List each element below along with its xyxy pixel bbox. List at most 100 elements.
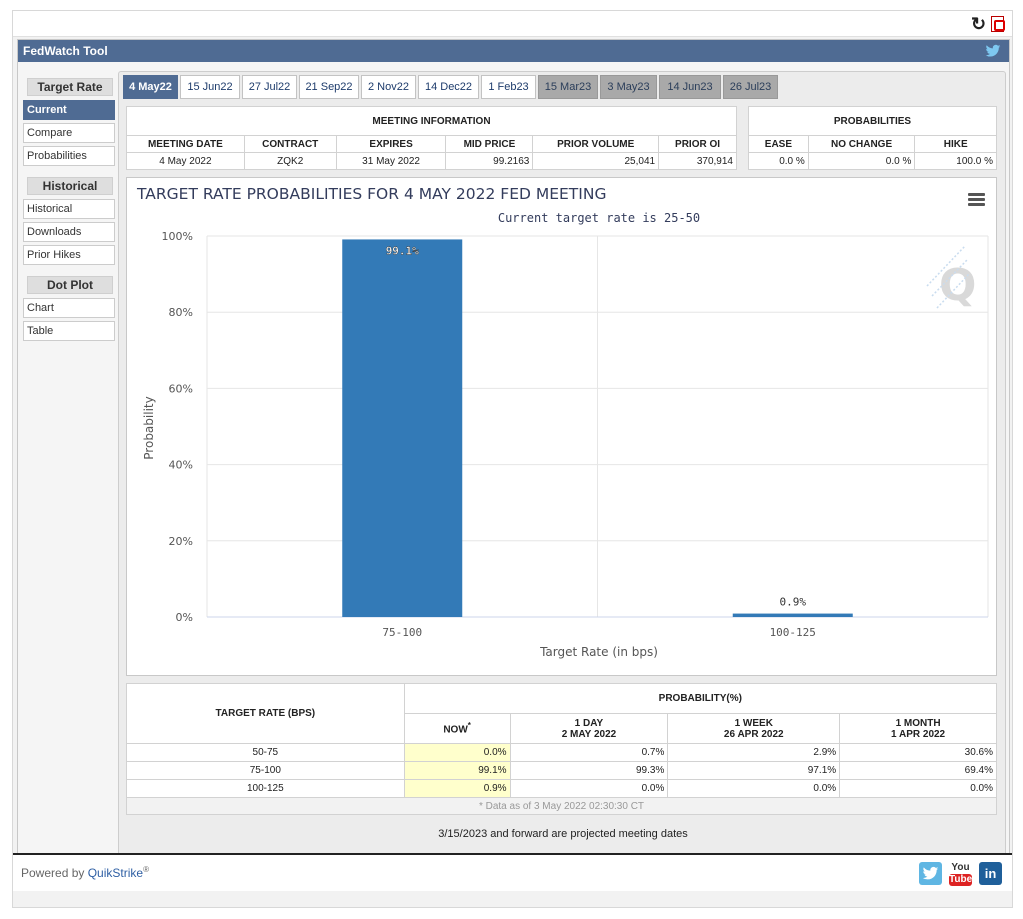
x-axis-label: Target Rate (in bps) — [539, 645, 658, 659]
sidebar: Target Rate Current Compare Probabilitie… — [23, 78, 115, 344]
x-tick-label: 100-125 — [770, 626, 816, 639]
table-row: 50-75 0.0% 0.7% 2.9% 30.6% — [126, 743, 997, 762]
bar-75-100[interactable] — [342, 239, 463, 617]
header-now: NOW* — [403, 713, 511, 744]
quikstrike-link[interactable]: QuikStrike — [87, 866, 144, 880]
tab-1-feb23[interactable]: 1 Feb23 — [481, 75, 536, 99]
header-prior-oi: PRIOR OI — [658, 135, 737, 153]
day-cell: 99.3% — [509, 761, 669, 780]
sidebar-item-current[interactable]: Current — [23, 100, 115, 120]
twitter-share-icon[interactable] — [919, 862, 942, 885]
main-panel: 4 May22 15 Jun22 27 Jul22 21 Sep22 2 Nov… — [118, 71, 1006, 874]
probabilities-title: PROBABILITIES — [748, 106, 997, 136]
sidebar-item-chart[interactable]: Chart — [23, 298, 115, 318]
tab-27-jul22[interactable]: 27 Jul22 — [242, 75, 297, 99]
month-cell: 30.6% — [839, 743, 997, 762]
month-cell: 0.0% — [839, 779, 997, 798]
rate-probability-table: TARGET RATE (BPS) PROBABILITY(%) NOW* 1 … — [126, 683, 998, 815]
header-meeting-date: MEETING DATE — [126, 135, 245, 153]
linkedin-icon[interactable]: in — [979, 862, 1002, 885]
y-tick-label: 20% — [169, 535, 193, 548]
sidebar-item-historical[interactable]: Historical — [23, 199, 115, 219]
header-probability: PROBABILITY(%) — [403, 683, 998, 714]
header-1-month: 1 MONTH 1 APR 2022 — [839, 713, 997, 744]
now-cell: 99.1% — [403, 761, 511, 780]
y-tick-labels: 0% 20% 40% 60% 80% 100% — [162, 230, 193, 624]
top-toolbar: ↻ — [13, 11, 1012, 37]
tab-2-nov22[interactable]: 2 Nov22 — [361, 75, 416, 99]
refresh-icon[interactable]: ↻ — [971, 14, 987, 34]
sidebar-item-downloads[interactable]: Downloads — [23, 222, 115, 242]
rate-cell: 50-75 — [126, 743, 405, 762]
hike-value: 100.0 % — [914, 152, 997, 170]
tab-3-may23[interactable]: 3 May23 — [600, 75, 657, 99]
youtube-icon[interactable]: You Tube — [949, 862, 973, 886]
header-mid-price: MID PRICE — [445, 135, 534, 153]
tab-21-sep22[interactable]: 21 Sep22 — [299, 75, 359, 99]
prior-oi-value: 370,914 — [658, 152, 737, 170]
meeting-date-value: 4 May 2022 — [126, 152, 245, 170]
day-cell: 0.0% — [509, 779, 669, 798]
sidebar-item-compare[interactable]: Compare — [23, 123, 115, 143]
app-title: FedWatch Tool — [23, 44, 108, 58]
footer: Powered by QuikStrike® You Tube in — [13, 853, 1012, 891]
meeting-info-title: MEETING INFORMATION — [126, 106, 737, 136]
tab-15-jun22[interactable]: 15 Jun22 — [180, 75, 240, 99]
y-tick-label: 80% — [169, 306, 193, 319]
ease-value: 0.0 % — [748, 152, 809, 170]
data-label: 99.1% — [386, 244, 419, 257]
chart-menu-icon[interactable] — [968, 193, 985, 206]
table-row: 100-125 0.9% 0.0% 0.0% 0.0% — [126, 779, 997, 798]
tab-26-jul23[interactable]: 26 Jul23 — [723, 75, 778, 99]
sidebar-heading-dot-plot: Dot Plot — [27, 276, 113, 294]
week-cell: 0.0% — [667, 779, 841, 798]
x-tick-label: 75-100 — [382, 626, 422, 639]
sidebar-item-probabilities[interactable]: Probabilities — [23, 146, 115, 166]
header-1-day: 1 DAY 2 MAY 2022 — [509, 713, 669, 744]
powered-by: Powered by QuikStrike® — [21, 865, 149, 880]
pdf-icon[interactable] — [991, 16, 1005, 32]
prior-volume-value: 25,041 — [532, 152, 660, 170]
header-1-week: 1 WEEK 26 APR 2022 — [667, 713, 841, 744]
header-no-change: NO CHANGE — [807, 135, 916, 153]
sidebar-item-prior-hikes[interactable]: Prior Hikes — [23, 245, 115, 265]
x-tick-labels: 75-100 100-125 — [382, 626, 816, 639]
no-change-value: 0.0 % — [807, 152, 916, 170]
y-tick-label: 100% — [162, 230, 193, 243]
grid-lines — [206, 235, 989, 618]
week-cell: 97.1% — [667, 761, 841, 780]
header-ease: EASE — [748, 135, 809, 153]
data-timestamp-note: * Data as of 3 May 2022 02:30:30 CT — [126, 797, 997, 815]
tab-15-mar23[interactable]: 15 Mar23 — [538, 75, 598, 99]
probability-chart: 0% 20% 40% 60% 80% 100% 75-100 100-125 99.1% 0.… — [136, 185, 989, 659]
y-axis-label: Probability — [142, 396, 156, 459]
meeting-info-table: MEETING INFORMATION MEETING DATE CONTRAC… — [126, 106, 737, 170]
table-row: 75-100 99.1% 99.3% 97.1% 69.4% — [126, 761, 997, 780]
chart-title: TARGET RATE PROBABILITIES FOR 4 MAY 2022… — [136, 185, 606, 203]
data-label: 0.9% — [780, 596, 807, 609]
chart-subtitle: Current target rate is 25-50 — [498, 211, 700, 225]
rate-cell: 75-100 — [126, 761, 405, 780]
header-contract: CONTRACT — [243, 135, 337, 153]
month-cell: 69.4% — [839, 761, 997, 780]
week-cell: 2.9% — [667, 743, 841, 762]
tab-14-dec22[interactable]: 14 Dec22 — [418, 75, 479, 99]
tab-14-jun23[interactable]: 14 Jun23 — [659, 75, 721, 99]
sidebar-item-table[interactable]: Table — [23, 321, 115, 341]
sidebar-heading-historical: Historical — [27, 177, 113, 195]
header-hike: HIKE — [914, 135, 997, 153]
page-frame: ↻ FedWatch Tool Target Rate Current Comp… — [12, 10, 1013, 908]
day-cell: 0.7% — [509, 743, 669, 762]
header-prior-volume: PRIOR VOLUME — [532, 135, 660, 153]
quikstrike-watermark-icon: Q — [926, 245, 976, 311]
projected-dates-note: 3/15/2023 and forward are projected meet… — [438, 828, 688, 840]
bar-data-labels: 99.1% 0.9% — [385, 244, 807, 609]
expires-value: 31 May 2022 — [335, 152, 447, 170]
mid-price-value: 99.2163 — [445, 152, 534, 170]
bar-100-125[interactable] — [732, 613, 853, 617]
tab-4-may22[interactable]: 4 May22 — [123, 75, 178, 99]
header-target-rate: TARGET RATE (BPS) — [126, 683, 405, 744]
fedwatch-app: FedWatch Tool Target Rate Current Compar… — [17, 39, 1010, 879]
twitter-icon[interactable] — [985, 43, 1001, 59]
now-cell: 0.9% — [403, 779, 511, 798]
